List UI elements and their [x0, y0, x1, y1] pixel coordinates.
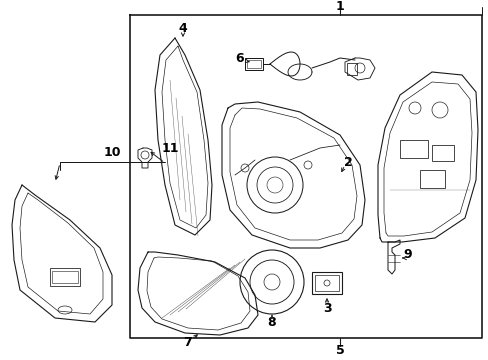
- Text: 4: 4: [178, 22, 187, 35]
- Bar: [246, 60, 261, 68]
- Text: 3: 3: [322, 302, 331, 315]
- Text: 6: 6: [235, 51, 244, 64]
- Bar: [50, 268, 80, 286]
- Bar: [311, 272, 341, 294]
- Bar: [431, 145, 453, 161]
- Bar: [244, 58, 263, 70]
- Bar: [419, 170, 444, 188]
- Bar: [314, 275, 338, 291]
- Text: 9: 9: [403, 248, 411, 261]
- Bar: [52, 271, 78, 283]
- Text: 1: 1: [335, 0, 344, 13]
- Text: 10: 10: [103, 145, 121, 158]
- Text: 11: 11: [161, 141, 179, 154]
- Text: 5: 5: [335, 345, 344, 357]
- Text: 8: 8: [267, 315, 276, 328]
- Text: 7: 7: [183, 336, 192, 348]
- Text: 2: 2: [343, 156, 352, 168]
- Bar: [346, 63, 356, 75]
- Bar: [399, 140, 427, 158]
